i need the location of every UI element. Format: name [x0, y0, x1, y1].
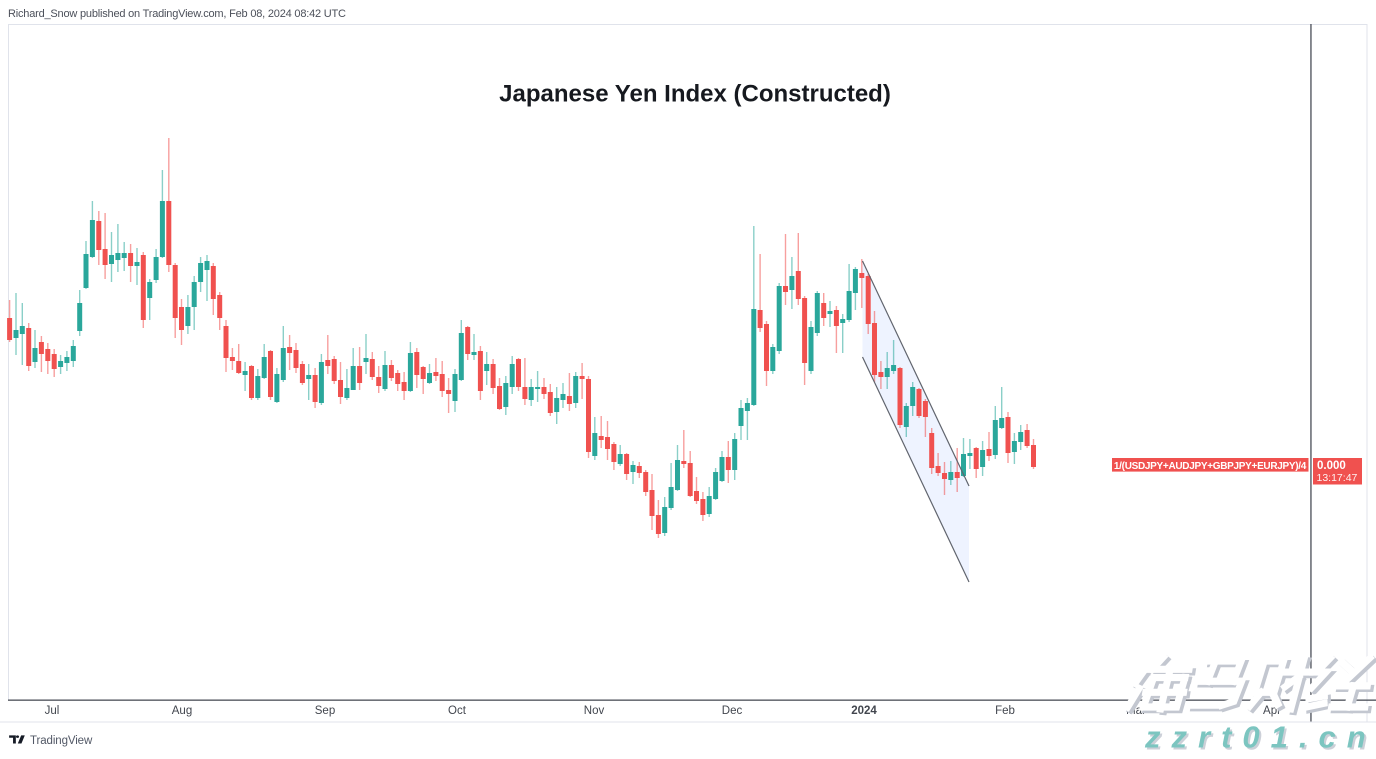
svg-text:2024: 2024 [851, 705, 877, 717]
svg-text:Japanese Yen Index (Constructe: Japanese Yen Index (Constructed) [499, 81, 891, 108]
svg-text:Richard_Snow published on Trad: Richard_Snow published on TradingView.co… [8, 8, 346, 20]
svg-text:zzrt01.cn: zzrt01.cn [1146, 722, 1376, 755]
svg-text:Aug: Aug [172, 705, 192, 717]
svg-text:1/(USDJPY+AUDJPY+GBPJPY+EURJPY: 1/(USDJPY+AUDJPY+GBPJPY+EURJPY)/4 [1114, 461, 1307, 472]
svg-text:Sep: Sep [315, 705, 335, 717]
svg-text:Oct: Oct [448, 705, 467, 717]
svg-text:Feb: Feb [995, 705, 1015, 717]
svg-text:TradingView: TradingView [30, 735, 93, 747]
svg-text:zzrt01.cn: zzrt01.cn [1144, 720, 1376, 755]
svg-text:Nov: Nov [584, 705, 605, 717]
svg-text:Dec: Dec [722, 705, 743, 717]
svg-text:13:17:47: 13:17:47 [1317, 472, 1358, 484]
svg-text:0.000: 0.000 [1317, 460, 1346, 472]
svg-text:Jul: Jul [45, 705, 60, 717]
